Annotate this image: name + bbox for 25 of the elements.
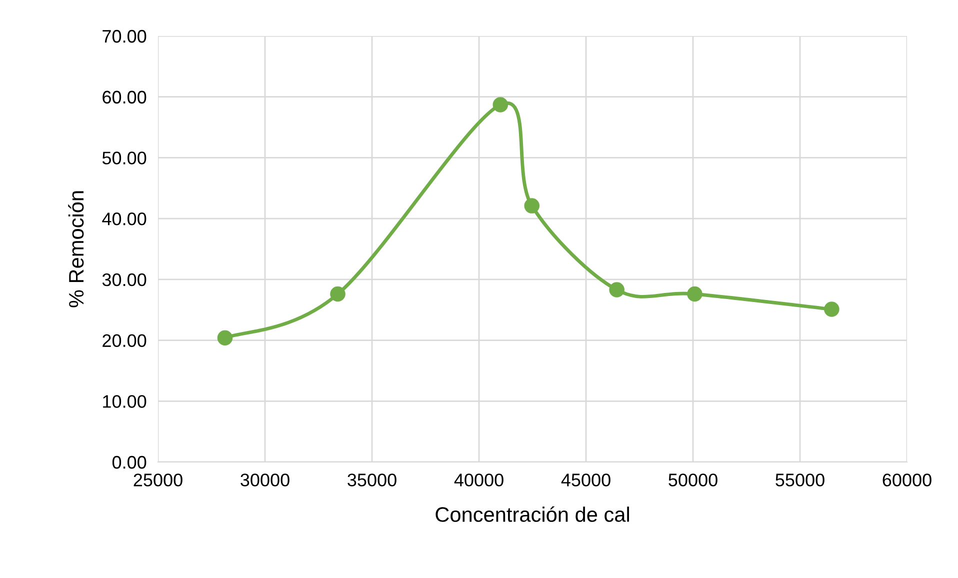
x-tick-label: 60000 <box>882 474 932 486</box>
point <box>524 198 540 214</box>
point <box>609 282 624 298</box>
x-tick-label: 55000 <box>776 474 824 486</box>
y-tick-label: 30.00 <box>102 273 146 286</box>
x-tick-label: 30000 <box>240 474 290 486</box>
y-tick-label: 60.00 <box>102 90 146 104</box>
x-tick-label: 35000 <box>348 474 396 486</box>
point <box>492 97 508 112</box>
y-tick-label: 50.00 <box>102 152 146 164</box>
point <box>687 286 702 302</box>
x-axis-title: Concentración de cal <box>436 506 629 522</box>
x-tick-label: 40000 <box>454 474 504 486</box>
y-tick-label: 20.00 <box>102 334 146 348</box>
y-tick-label: 70.00 <box>102 30 146 43</box>
x-tick-label: 50000 <box>668 474 718 486</box>
point <box>824 302 840 317</box>
y-tick-label: 40.00 <box>102 212 146 226</box>
y-tick-label: 10.00 <box>103 395 146 408</box>
point <box>217 330 233 346</box>
x-tick-label: 45000 <box>561 474 610 486</box>
y-axis-title: % Remoción <box>68 191 84 308</box>
x-tick-label: 25000 <box>134 474 182 486</box>
y-tick-label: 0.00 <box>112 456 146 469</box>
point <box>330 286 346 302</box>
